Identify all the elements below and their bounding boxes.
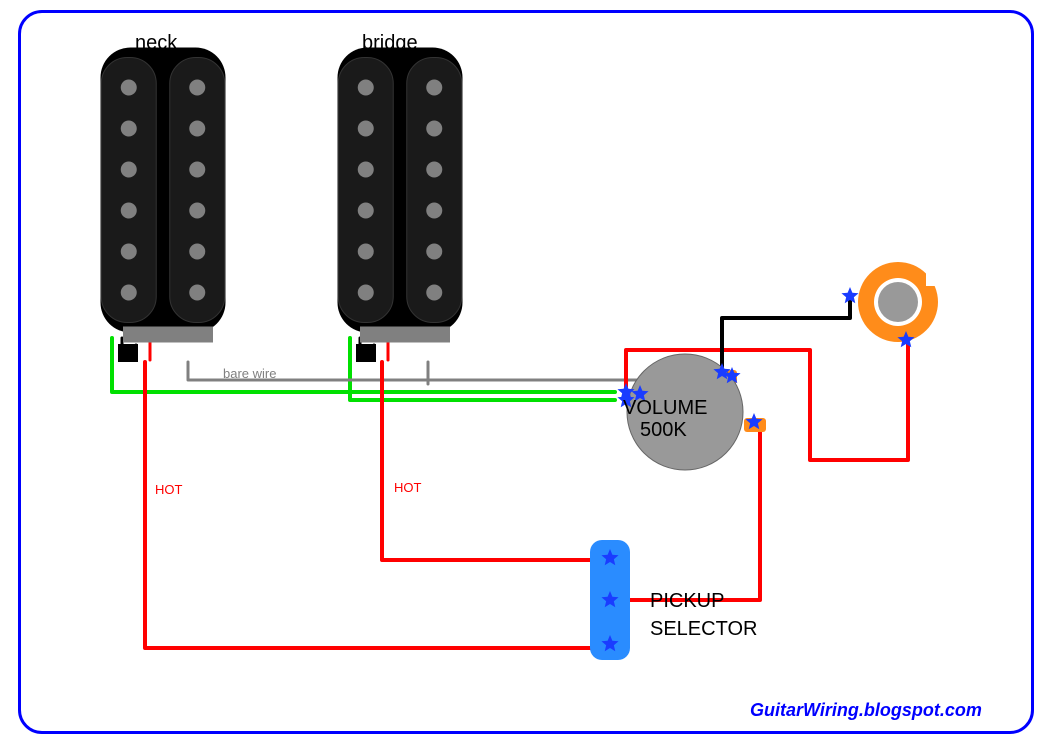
volume-label-1: VOLUME [623,397,707,420]
hot-label-1: HOT [155,482,182,497]
neck-label: neck [135,32,177,55]
volume-label-2: 500K [640,419,687,442]
border-frame [18,10,1034,734]
barewire-label: bare wire [223,366,276,381]
hot-label-2: HOT [394,480,421,495]
bridge-label: bridge [362,32,418,55]
selector-label-2: SELECTOR [650,618,757,641]
selector-label-1: PICKUP [650,590,724,613]
diagram-canvas: neck bridge VOLUME 500K bare wire HOT HO… [0,0,1052,744]
credit-label: GuitarWiring.blogspot.com [750,700,982,721]
